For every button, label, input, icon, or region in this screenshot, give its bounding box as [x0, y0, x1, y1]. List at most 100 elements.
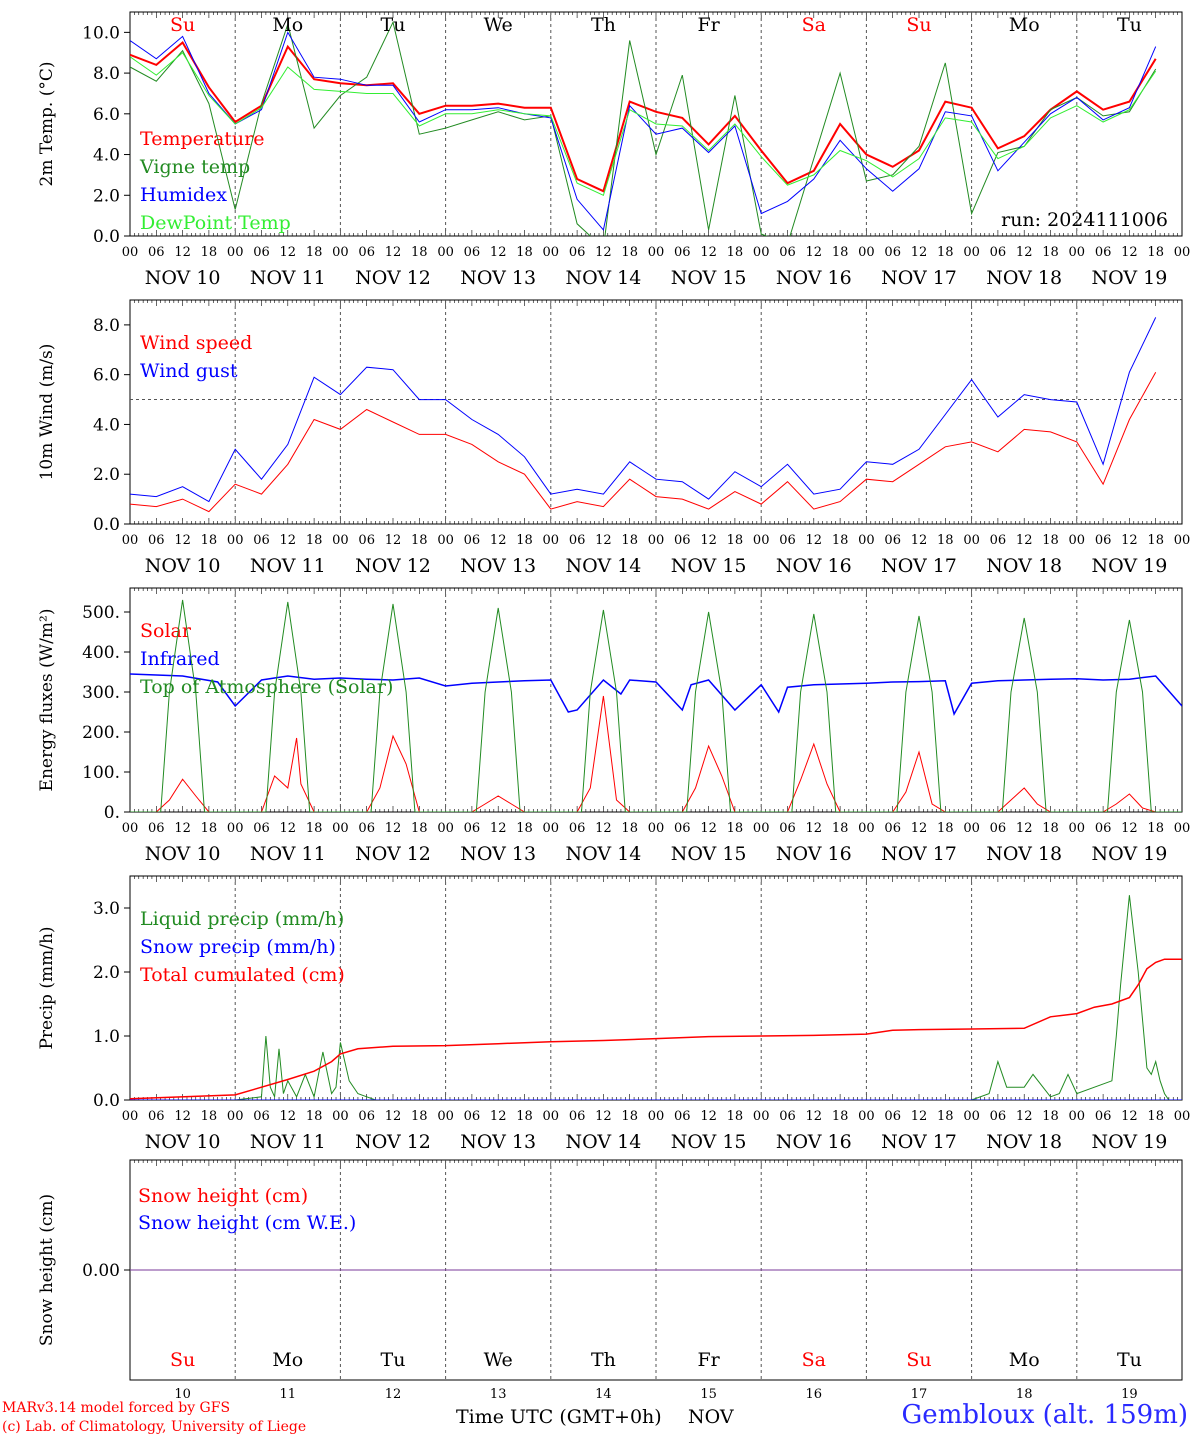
date-label: NOV 12	[355, 843, 431, 865]
legend-entry: DewPoint Temp	[140, 212, 291, 234]
hour-tick-label: 12	[911, 533, 928, 548]
hour-tick-label: 00	[753, 821, 770, 836]
hour-tick-label: 06	[358, 245, 375, 260]
date-label: NOV 18	[986, 555, 1062, 577]
hour-tick-label: 00	[1174, 1109, 1191, 1124]
weekday-label: Th	[591, 1349, 616, 1371]
y-tick-label: 0.0	[93, 227, 120, 247]
hour-tick-label: 12	[174, 245, 191, 260]
hour-tick-label: 00	[437, 821, 454, 836]
y-tick-label: 6.0	[93, 105, 120, 125]
date-label: NOV 18	[986, 843, 1062, 865]
hour-tick-label: 18	[1147, 245, 1164, 260]
hour-tick-label: 00	[122, 1109, 139, 1124]
hour-tick-label: 18	[201, 533, 218, 548]
hour-tick-label: 12	[595, 821, 612, 836]
hour-tick-label: 00	[543, 821, 560, 836]
hour-tick-label: 12	[1121, 821, 1138, 836]
legend-entry: Wind gust	[140, 360, 238, 382]
hour-tick-label: 00	[332, 1109, 349, 1124]
hour-tick-label: 18	[621, 533, 638, 548]
hour-tick-label: 06	[779, 821, 796, 836]
date-label: NOV 19	[1091, 555, 1167, 577]
legend-entry: Vigne temp	[139, 156, 250, 178]
hour-tick-label: 00	[543, 533, 560, 548]
hour-tick-label: 18	[411, 1109, 428, 1124]
hour-tick-label: 18	[937, 821, 954, 836]
weekday-label: Mo	[1009, 1349, 1040, 1371]
legend-entry: Liquid precip (mm/h)	[140, 908, 344, 930]
hour-tick-label: 00	[648, 821, 665, 836]
y-tick-label: 6.0	[93, 366, 120, 386]
hour-tick-label: 12	[280, 821, 297, 836]
date-label: NOV 15	[671, 555, 747, 577]
panel-4: 0.0 1.0 2.0 3.0 Precip (mm/h) Liquid precip (…	[37, 875, 1191, 1153]
weekday-label: Fr	[697, 14, 720, 36]
hour-tick-label: 18	[516, 821, 533, 836]
hour-tick-label: 12	[1121, 1109, 1138, 1124]
legend-entry: Top of Atmosphere (Solar)	[140, 676, 393, 698]
day-number-label: 18	[1016, 1387, 1033, 1402]
hour-tick-label: 00	[122, 245, 139, 260]
hour-tick-label: 00	[332, 245, 349, 260]
hour-tick-label: 06	[779, 245, 796, 260]
date-label: NOV 14	[565, 555, 641, 577]
hour-tick-label: 18	[306, 1109, 323, 1124]
weekday-label: Su	[906, 1349, 931, 1371]
panel-2: 0.0 2.0 4.0 6.0 8.0 10m Wind (m/s) Wind speed W…	[37, 299, 1190, 577]
hour-tick-label: 00	[753, 1109, 770, 1124]
hour-tick-label: 06	[884, 821, 901, 836]
hour-tick-label: 06	[674, 1109, 691, 1124]
hour-tick-label: 12	[911, 1109, 928, 1124]
hour-tick-label: 12	[700, 1109, 717, 1124]
hour-tick-label: 00	[963, 245, 980, 260]
y-tick-label: 0.	[104, 803, 120, 823]
hour-tick-label: 12	[385, 1109, 402, 1124]
legend-entry: Solar	[140, 620, 192, 642]
hour-tick-label: 00	[543, 1109, 560, 1124]
y-tick-label: 1.0	[93, 1027, 120, 1047]
hour-tick-label: 00	[122, 533, 139, 548]
hour-tick-label: 12	[806, 533, 823, 548]
station-name: Gembloux (alt. 159m)	[901, 1400, 1188, 1430]
hour-tick-label: 12	[174, 1109, 191, 1124]
hour-tick-label: 18	[306, 245, 323, 260]
day-number-label: 17	[911, 1387, 928, 1402]
day-number-label: 14	[595, 1387, 612, 1402]
date-label: NOV 19	[1091, 843, 1167, 865]
date-label: NOV 11	[250, 1131, 326, 1153]
series-wind-speed	[130, 371, 1157, 513]
date-label: NOV 19	[1091, 267, 1167, 289]
y-axis-label: Precip (mm/h)	[37, 926, 57, 1049]
hour-tick-label: 06	[674, 821, 691, 836]
weekday-label: Mo	[272, 1349, 303, 1371]
legend-entry: Snow height (cm W.E.)	[138, 1212, 356, 1234]
weekday-label: Su	[906, 14, 931, 36]
date-label: NOV 14	[565, 843, 641, 865]
y-tick-label: 200.	[82, 723, 120, 743]
date-label: NOV 13	[460, 267, 536, 289]
y-axis-label: Energy fluxes (W/m²)	[37, 609, 57, 792]
legend-entry: Infrared	[140, 648, 220, 670]
hour-tick-label: 18	[1042, 533, 1059, 548]
date-label: NOV 16	[776, 843, 852, 865]
hour-tick-label: 06	[148, 821, 165, 836]
legend-entry: Temperature	[140, 128, 264, 150]
y-tick-label: 0.00	[82, 1261, 120, 1281]
weekday-label: Sa	[802, 14, 826, 36]
hour-tick-label: 18	[727, 533, 744, 548]
hour-tick-label: 06	[990, 245, 1007, 260]
legend-entry: Snow height (cm)	[138, 1185, 308, 1207]
hour-tick-label: 00	[543, 245, 560, 260]
hour-tick-label: 00	[1174, 245, 1191, 260]
series-liquid-precip-mm-h-	[130, 895, 1182, 1100]
month-label: NOV	[688, 1406, 734, 1428]
hour-tick-label: 18	[201, 821, 218, 836]
day-number-label: 10	[174, 1387, 191, 1402]
hour-tick-label: 00	[858, 821, 875, 836]
hour-tick-label: 00	[648, 1109, 665, 1124]
hour-tick-label: 12	[1016, 1109, 1033, 1124]
hour-tick-label: 18	[832, 533, 849, 548]
hour-tick-label: 00	[437, 1109, 454, 1124]
series-top-of-atmosphere-solar-	[130, 599, 1182, 812]
